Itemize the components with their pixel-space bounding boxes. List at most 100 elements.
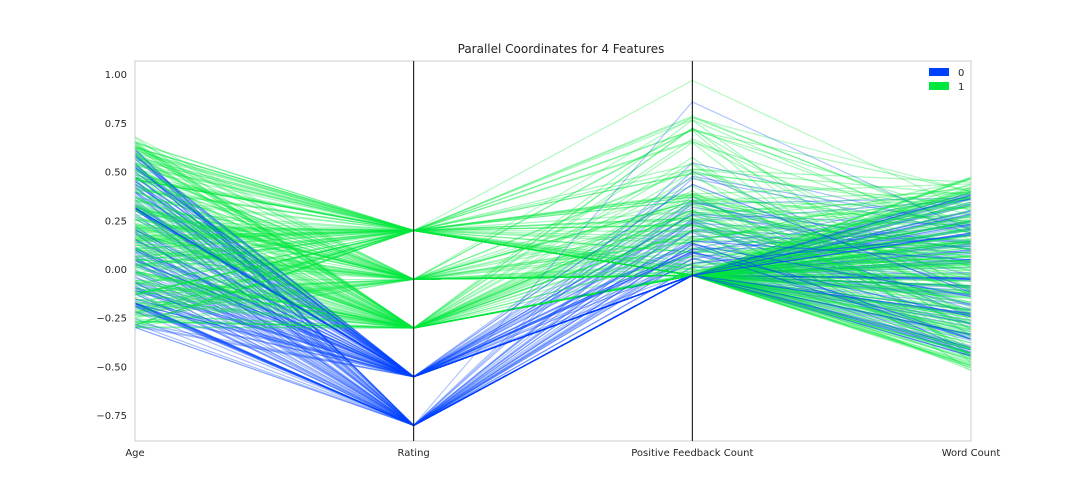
class-1-line: [134, 155, 972, 296]
class-1-line: [134, 163, 972, 357]
class-1-line: [134, 214, 972, 318]
class-1-line: [134, 173, 972, 280]
class-1-line: [134, 156, 972, 298]
class-1-line: [134, 229, 972, 306]
class-1-line: [134, 178, 972, 361]
class-1-line: [134, 216, 972, 313]
class-1-line: [134, 187, 972, 277]
class-1-line: [134, 169, 972, 281]
class-1-line: [134, 181, 972, 329]
class-1-line: [134, 119, 972, 329]
class-1-line: [134, 178, 972, 245]
class-1-line: [134, 177, 972, 280]
class-1-line: [134, 176, 972, 329]
class-1-line: [134, 204, 972, 282]
class-1-line: [134, 217, 972, 329]
class-1-line: [134, 247, 972, 329]
class-1-line: [134, 128, 972, 280]
class-1-line: [134, 227, 972, 331]
class-1-line: [134, 210, 972, 326]
class-1-line: [134, 152, 972, 367]
class-0-line: [134, 175, 972, 378]
class-1-line: [134, 230, 972, 329]
class-1-line: [134, 202, 972, 329]
class-1-line: [134, 146, 972, 299]
class-1-line: [134, 127, 972, 338]
class-1-line: [134, 242, 972, 280]
class-1-line: [134, 158, 972, 267]
class-1-line: [134, 178, 972, 296]
class-1-line: [134, 141, 972, 329]
class-1-line: [134, 227, 972, 309]
class-0-line: [134, 254, 972, 427]
class-0-line: [134, 274, 972, 427]
class-1-line: [134, 189, 972, 277]
y-tick-label: 0.25: [105, 216, 127, 227]
class-0-line: [134, 214, 972, 378]
class-1-line: [134, 176, 972, 329]
y-tick-label: −0.50: [96, 362, 127, 373]
class-1-line: [134, 203, 972, 329]
class-1-line: [134, 206, 972, 351]
legend-label: 1: [958, 82, 964, 93]
class-1-line: [134, 178, 972, 329]
class-0-line: [134, 235, 972, 427]
class-1-line: [134, 241, 972, 329]
feature-axis-label: Age: [125, 448, 144, 459]
class-1-line: [134, 227, 972, 366]
class-1-line: [134, 183, 972, 329]
class-1-line: [134, 242, 972, 329]
class-1-line: [134, 176, 972, 242]
class-0-line: [134, 208, 972, 427]
y-tick-label: 1.00: [105, 70, 127, 81]
class-1-line: [134, 270, 972, 333]
class-1-line: [134, 205, 972, 285]
class-1-line: [134, 190, 972, 351]
class-1-line: [134, 270, 972, 366]
class-1-line: [134, 274, 972, 361]
y-tick-label: −0.75: [96, 411, 127, 422]
class-1-line: [134, 141, 972, 261]
class-1-line: [134, 190, 972, 372]
class-1-line: [134, 214, 972, 296]
class-1-line: [134, 178, 972, 232]
class-1-line: [134, 248, 972, 280]
class-1-line: [134, 208, 972, 330]
class-1-line: [134, 274, 972, 322]
class-1-line: [134, 238, 972, 280]
class-0-line: [134, 222, 972, 378]
class-0-line: [134, 173, 972, 427]
feature-axis-label: Positive Feedback Count: [631, 448, 753, 459]
class-1-line: [134, 211, 972, 329]
class-1-line: [134, 251, 972, 329]
class-1-line: [134, 195, 972, 330]
class-1-line: [134, 172, 972, 356]
class-0-line: [134, 193, 972, 378]
class-1-line: [134, 219, 972, 277]
legend-label: 0: [958, 68, 964, 79]
class-1-line: [134, 116, 972, 232]
class-1-line: [134, 164, 972, 329]
class-1-line: [134, 214, 972, 329]
class-1-line: [134, 229, 972, 311]
class-1-line: [134, 189, 972, 277]
class-1-line: [134, 142, 972, 329]
class-1-line: [134, 259, 972, 329]
class-1-line: [134, 177, 972, 280]
class-1-line: [134, 191, 972, 274]
y-tick-label: 0.50: [105, 168, 127, 179]
class-0-line: [134, 171, 972, 378]
class-1-line: [134, 216, 972, 355]
class-1-line: [134, 191, 972, 369]
class-1-line: [134, 190, 972, 280]
class-1-line: [134, 79, 972, 232]
class-0-line: [134, 101, 972, 427]
class-1-line: [134, 229, 972, 355]
class-1-line: [134, 178, 972, 350]
class-0-line: [134, 177, 972, 427]
class-1-line: [134, 140, 972, 326]
class-1-line: [134, 205, 972, 367]
legend: 01: [929, 68, 964, 93]
class-1-line: [134, 229, 972, 331]
class-1-line: [134, 187, 972, 350]
